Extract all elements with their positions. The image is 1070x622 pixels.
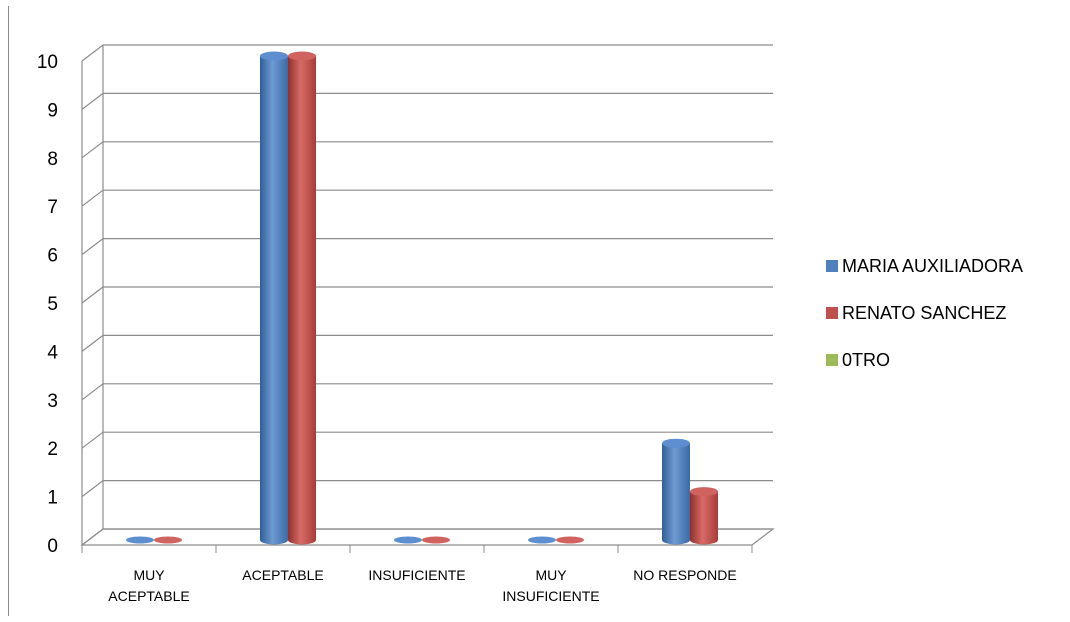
- bar-renato-sanchez-1-top: [288, 51, 316, 61]
- chart-frame: [8, 6, 1065, 616]
- bar-renato-sanchez-2: [422, 536, 450, 544]
- y-tick-label: 4: [47, 342, 58, 363]
- bar-renato-sanchez-3: [556, 536, 584, 544]
- bar-maria-auxiliadora-1-top: [260, 51, 288, 61]
- legend-label: MARIA AUXILIADORA: [842, 256, 1023, 276]
- chart-floor: [80, 528, 775, 546]
- bar-maria-auxiliadora-0: [126, 536, 154, 544]
- y-tick-label: 3: [47, 391, 58, 412]
- y-tick-label: 9: [47, 100, 58, 121]
- y-tick-label: 1: [47, 488, 58, 509]
- legend-swatch: [826, 260, 838, 272]
- legend-swatch: [826, 354, 838, 366]
- gridline-depth: [81, 334, 104, 352]
- legend-label: RENATO SANCHEZ: [842, 303, 1006, 323]
- bar-renato-sanchez-1: [288, 56, 316, 545]
- y-tick-label: 8: [47, 149, 58, 170]
- y-tick-label: 2: [47, 439, 58, 460]
- y-tick-label: 6: [47, 246, 58, 267]
- bar-maria-auxiliadora-4-top: [662, 438, 690, 448]
- x-category-label: ACEPTABLE: [242, 567, 323, 583]
- bar-maria-auxiliadora-1: [260, 56, 288, 545]
- bar-renato-sanchez-4: [690, 491, 718, 545]
- y-tick-label: 0: [47, 536, 58, 557]
- gridline-depth: [81, 92, 104, 110]
- legend-label: 0TRO: [842, 350, 890, 370]
- bar-renato-sanchez-0: [154, 536, 182, 544]
- gridline-depth: [81, 189, 104, 207]
- y-tick-label: 7: [47, 197, 58, 218]
- gridline-depth: [81, 286, 104, 304]
- bars: [126, 51, 718, 545]
- x-category-label: NO RESPONDE: [633, 567, 736, 583]
- gridline-depth: [81, 431, 104, 449]
- y-tick-label: 10: [37, 52, 58, 73]
- bar-renato-sanchez-4-top: [690, 487, 718, 497]
- x-category-label: MUY ACEPTABLE: [108, 567, 189, 604]
- axes: 0 1 2 3 4 5 6 7 8 9 10 MUY ACEPTABLE ACEPTABLE INSUFIC…: [37, 45, 775, 604]
- x-category-label: INSUFICIENTE: [368, 567, 465, 583]
- gridline-depth: [81, 141, 104, 159]
- bar-maria-auxiliadora-3: [528, 536, 556, 544]
- bar-maria-auxiliadora-4: [662, 443, 690, 545]
- gridline-depth: [81, 383, 104, 401]
- gridline-depth: [81, 480, 104, 498]
- bar-maria-auxiliadora-2: [394, 536, 422, 544]
- gridline-depth: [81, 238, 104, 256]
- y-tick-label: 5: [47, 294, 58, 315]
- legend: MARIA AUXILIADORA RENATO SANCHEZ 0TRO: [826, 256, 1023, 370]
- legend-swatch: [826, 307, 838, 319]
- x-category-label: MUY INSUFICIENTE: [502, 567, 599, 604]
- gridline-depth: [81, 44, 104, 62]
